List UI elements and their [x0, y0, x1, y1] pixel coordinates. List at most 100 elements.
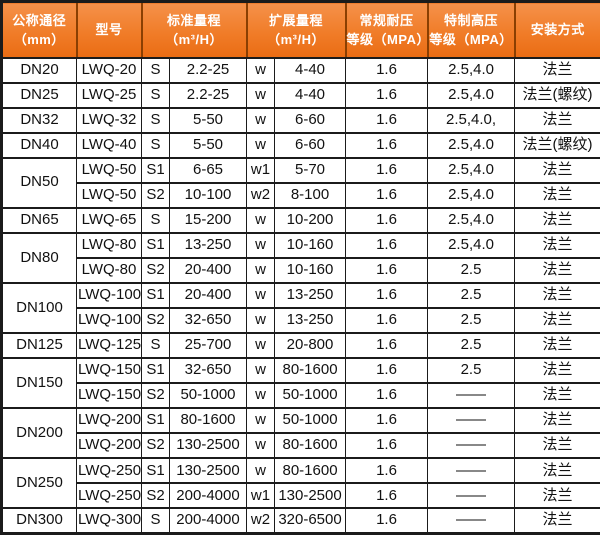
- cell-installation-type: 法兰: [514, 407, 600, 435]
- cell-extended-range-code: w: [246, 306, 276, 335]
- cell-installation-type: 法兰: [514, 231, 600, 259]
- cell-standard-range-code: S: [141, 206, 170, 234]
- cell-extended-range-code: w: [246, 131, 276, 159]
- cell-standard-range-code: S: [141, 131, 170, 159]
- table-row: DN100 LWQ-100 S1 20-400 w 13-250 1.6 2.5 法兰: [1, 281, 600, 335]
- cell-standard-range-code: S1: [141, 156, 170, 184]
- cell-standard-range-code: S1: [141, 407, 170, 435]
- cell-standard-range-code: S1: [141, 231, 170, 259]
- cell-model: LWQ-32: [76, 106, 142, 134]
- cell-extended-range-value: 10-160: [274, 256, 347, 284]
- header-text: 等级（MPA）: [429, 31, 513, 47]
- cell-pressure-rating: 1.6: [345, 482, 429, 510]
- cell-extended-range-value: 4-40: [274, 81, 347, 109]
- cell-extended-range-value: 10-200: [274, 206, 347, 234]
- cell-extended-range-code: w: [246, 332, 276, 360]
- cell-extended-range-value: 5-70: [274, 156, 347, 184]
- header-text: 等级（MPA）: [346, 31, 430, 47]
- cell-model: LWQ-80: [76, 256, 142, 284]
- cell-standard-range-code: S: [141, 81, 170, 109]
- cell-standard-range-value: 15-200: [168, 206, 248, 234]
- cell-high-pressure-rating: 2.5,4.0: [427, 181, 516, 209]
- cell-nominal-diameter: DN300: [1, 507, 77, 535]
- cell-installation-type: 法兰: [514, 332, 600, 360]
- cell-high-pressure-rating: ——: [427, 507, 516, 535]
- cell-installation-type: 法兰: [514, 357, 600, 385]
- cell-nominal-diameter: DN50: [1, 156, 77, 209]
- table-row: DN65 LWQ-65 S 15-200 w 10-200 1.6 2.5,4.0 法兰: [1, 206, 600, 234]
- table-row: DN50 LWQ-50 S1 6-65 w1 5-70 1.6 2.5,4.0 法兰: [1, 156, 600, 209]
- cell-model: LWQ-65: [76, 206, 142, 234]
- cell-standard-range-code: S: [141, 106, 170, 134]
- cell-pressure-rating: 1.6: [345, 507, 429, 535]
- cell-high-pressure-rating: 2.5: [427, 332, 516, 360]
- cell-installation-type: 法兰: [514, 482, 600, 510]
- cell-standard-range-code: S: [141, 332, 170, 360]
- cell-extended-range-value: 10-160: [274, 231, 347, 259]
- cell-standard-range-value: 20-400: [168, 256, 248, 284]
- cell-standard-range-value: 10-100: [168, 181, 248, 209]
- cell-installation-type: 法兰: [514, 281, 600, 309]
- table-row: DN125 LWQ-125 S 25-700 w 20-800 1.6 2.5 法兰: [1, 332, 600, 360]
- cell-installation-type: 法兰: [514, 256, 600, 284]
- cell-model: LWQ-200: [76, 432, 142, 460]
- table-row: DN80 LWQ-80 S1 13-250 w 10-160 1.6 2.5,4.0 法兰: [1, 231, 600, 284]
- cell-model: LWQ-20: [76, 56, 142, 84]
- cell-nominal-diameter: DN20: [1, 56, 77, 84]
- cell-standard-range-value: 5-50: [168, 106, 248, 134]
- cell-extended-range-code: w: [246, 457, 276, 485]
- column-header-pressure-rating: 常规耐压 等级（MPA）: [344, 0, 430, 59]
- cell-installation-type: 法兰: [514, 206, 600, 234]
- cell-model: LWQ-50: [76, 156, 142, 184]
- cell-standard-range-code: S2: [141, 306, 170, 335]
- table-row: DN25 LWQ-25 S 2.2-25 w 4-40 1.6 2.5,4.0 法兰(螺纹): [1, 81, 600, 109]
- cell-nominal-diameter: DN150: [1, 357, 77, 410]
- table-row: DN32 LWQ-32 S 5-50 w 6-60 1.6 2.5,4.0, 法兰: [1, 106, 600, 134]
- cell-extended-range-value: 80-1600: [274, 357, 347, 385]
- cell-extended-range-value: 4-40: [274, 56, 347, 84]
- cell-model: LWQ-300: [76, 507, 142, 535]
- cell-installation-type: 法兰: [514, 507, 600, 535]
- cell-nominal-diameter: DN125: [1, 332, 77, 360]
- cell-high-pressure-rating: ——: [427, 482, 516, 510]
- header-text: 特制高压: [444, 12, 499, 28]
- cell-extended-range-value: 13-250: [274, 306, 347, 335]
- cell-standard-range-value: 25-700: [168, 332, 248, 360]
- cell-pressure-rating: 1.6: [345, 81, 429, 109]
- header-text: 安装方式: [530, 22, 585, 38]
- cell-extended-range-code: w: [246, 432, 276, 460]
- cell-pressure-rating: 1.6: [345, 181, 429, 209]
- cell-extended-range-value: 20-800: [274, 332, 347, 360]
- cell-standard-range-value: 32-650: [168, 357, 248, 385]
- cell-model: LWQ-100: [76, 306, 142, 335]
- cell-standard-range-value: 20-400: [168, 281, 248, 309]
- cell-standard-range-code: S: [141, 56, 170, 84]
- cell-pressure-rating: 1.6: [345, 357, 429, 385]
- cell-high-pressure-rating: 2.5,4.0: [427, 156, 516, 184]
- cell-high-pressure-rating: ——: [427, 432, 516, 460]
- table-row: DN250 LWQ-250 S1 130-2500 w 80-1600 1.6 —— 法兰: [1, 457, 600, 510]
- column-header-standard-range: 标准量程 （m³/H）: [140, 0, 248, 59]
- cell-installation-type: 法兰: [514, 432, 600, 460]
- cell-standard-range-code: S1: [141, 457, 170, 485]
- cell-pressure-rating: 1.6: [345, 306, 429, 335]
- cell-extended-range-code: w: [246, 382, 276, 410]
- cell-extended-range-code: w2: [246, 181, 276, 209]
- table-row: LWQ-200 S2 130-2500 w 80-1600 1.6 —— 法兰: [2, 432, 600, 460]
- cell-model: LWQ-40: [76, 131, 142, 159]
- cell-pressure-rating: 1.6: [345, 231, 429, 259]
- cell-standard-range-value: 50-1000: [168, 382, 248, 410]
- column-header-model: 型号: [75, 0, 143, 59]
- cell-extended-range-code: w: [246, 206, 276, 234]
- cell-model: LWQ-25: [76, 81, 142, 109]
- cell-installation-type: 法兰: [514, 306, 600, 335]
- header-text: 公称通径: [12, 12, 67, 28]
- cell-extended-range-value: 13-250: [274, 281, 347, 309]
- cell-nominal-diameter: DN25: [1, 81, 77, 109]
- cell-standard-range-code: S2: [141, 482, 170, 510]
- cell-extended-range-code: w: [246, 81, 276, 109]
- cell-high-pressure-rating: ——: [427, 382, 516, 410]
- cell-pressure-rating: 1.6: [345, 106, 429, 134]
- cell-standard-range-code: S2: [141, 432, 170, 460]
